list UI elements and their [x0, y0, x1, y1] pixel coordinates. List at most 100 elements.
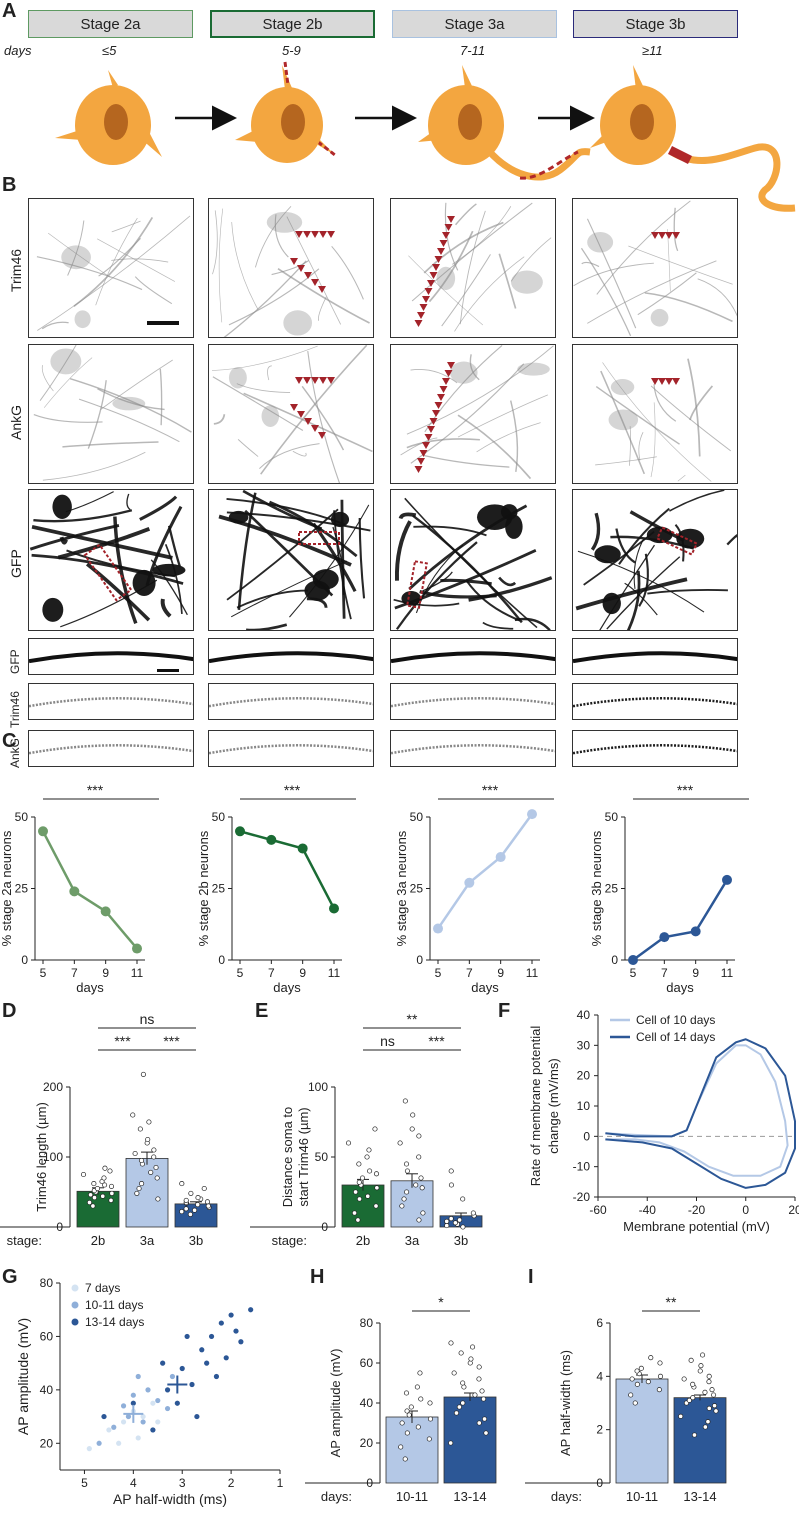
neurite — [599, 544, 655, 630]
soma-blob — [228, 367, 247, 389]
panel-i-chart: 0 2 4 6 10-11 13-14 days: AP half-width (ms) ** — [525, 1294, 727, 1504]
data-point — [634, 1368, 640, 1374]
data-point — [148, 1169, 154, 1175]
data-point — [179, 1209, 185, 1215]
scatter-point — [135, 1373, 141, 1380]
data-point — [444, 1223, 450, 1229]
micrograph-image — [33, 345, 192, 481]
neurite — [498, 576, 517, 587]
data-point — [355, 1217, 361, 1223]
neurite — [653, 384, 677, 422]
panel-g-chart: 20 40 60 80 5 4 3 2 1 AP half-width (ms) AP amplit… — [15, 1276, 284, 1507]
scatter-point — [184, 1333, 190, 1340]
data-point — [183, 1197, 189, 1203]
neurite — [410, 369, 458, 384]
zoom-micrograph-r1-c3 — [572, 683, 738, 720]
soma-blob — [610, 379, 635, 396]
roi-box — [298, 531, 340, 545]
zoom-micrograph-r2-c2 — [390, 730, 556, 767]
arrowhead-icon — [318, 432, 326, 439]
data-point — [690, 1381, 696, 1387]
data-point — [155, 1196, 161, 1202]
arrowhead-icon — [295, 377, 303, 384]
neurite — [595, 456, 657, 466]
data-point — [397, 1140, 403, 1146]
neurite — [689, 385, 714, 421]
data-point — [657, 1360, 663, 1366]
y-tick-label: 20 — [360, 1436, 374, 1450]
legend-swatch — [71, 1284, 79, 1292]
scatter-point — [189, 1381, 195, 1388]
micrograph-image — [595, 358, 732, 482]
y-tick-label: 20 — [40, 1436, 54, 1450]
data-point — [151, 1147, 157, 1153]
neurite — [633, 539, 644, 589]
data-point — [140, 1071, 146, 1077]
neurite — [580, 247, 632, 337]
data-point — [414, 1384, 420, 1390]
zoom-micrograph-r2-c1 — [208, 730, 374, 767]
arrowhead-icon — [437, 248, 445, 255]
stage-2a-days: ≤5 — [102, 43, 117, 58]
arrowhead-icon — [439, 240, 448, 247]
data-point — [403, 1161, 410, 1167]
x-tick-label: -40 — [639, 1203, 657, 1217]
soma-blob — [650, 308, 669, 327]
data-point — [402, 1456, 408, 1462]
y-tick-label: 2 — [596, 1423, 603, 1437]
bar — [385, 1416, 439, 1484]
scatter-point — [199, 1347, 205, 1353]
neurite — [259, 443, 320, 469]
neurite — [246, 623, 288, 630]
neurite — [650, 402, 656, 478]
soma-blob — [50, 348, 82, 375]
neurite — [85, 562, 151, 622]
significance-label: *** — [428, 1033, 445, 1049]
y-tick-label: 25 — [605, 882, 619, 896]
scatter-point — [125, 1413, 132, 1420]
arrowhead-icon — [311, 279, 319, 286]
data-point — [416, 1154, 422, 1160]
data-point — [130, 1112, 136, 1118]
x-axis-label: Membrane potential (mV) — [623, 1219, 770, 1234]
neurite — [292, 450, 307, 457]
data-point — [427, 1400, 433, 1406]
arrowhead-icon — [290, 404, 298, 411]
arrowhead-icon — [319, 377, 327, 384]
data-point — [146, 1119, 152, 1125]
neurite — [398, 512, 417, 520]
neurite — [406, 438, 480, 449]
panel-e-chart: 0 50 100 2b 3a 3b stage: Distance soma to start … — [250, 1011, 483, 1248]
neurite — [595, 385, 680, 445]
data-point — [404, 1168, 410, 1174]
scatter-point — [140, 1419, 146, 1425]
x-tick-label: 11 — [328, 966, 341, 980]
neurite — [638, 553, 649, 607]
soma-blob — [676, 528, 705, 549]
neurite — [596, 200, 691, 295]
neurite — [482, 621, 514, 630]
trace-14-days — [605, 1038, 796, 1189]
y-tick-label: 50 — [315, 1150, 329, 1164]
micrograph-r0-c0 — [28, 198, 194, 338]
data-point — [645, 1379, 651, 1385]
scatter-point — [169, 1373, 176, 1380]
data-point — [656, 1387, 662, 1393]
neurite — [575, 577, 688, 611]
neurite — [577, 550, 705, 613]
neurite — [301, 385, 345, 451]
soma-blob — [517, 362, 550, 376]
neuron-schematic — [55, 61, 796, 212]
neurite — [111, 220, 141, 233]
data-point — [204, 1199, 211, 1205]
roi-box — [83, 543, 133, 602]
neurite — [469, 354, 480, 381]
stage-2b-label: Stage 2b — [262, 15, 323, 33]
data-point — [702, 1389, 708, 1395]
data-point — [132, 1150, 138, 1157]
zoom-image — [573, 744, 737, 755]
significance-label: ** — [407, 1011, 418, 1027]
stage-3a-days: 7-11 — [460, 43, 486, 58]
zoom-micrograph-r1-c1 — [208, 683, 374, 720]
data-point — [109, 1190, 115, 1196]
